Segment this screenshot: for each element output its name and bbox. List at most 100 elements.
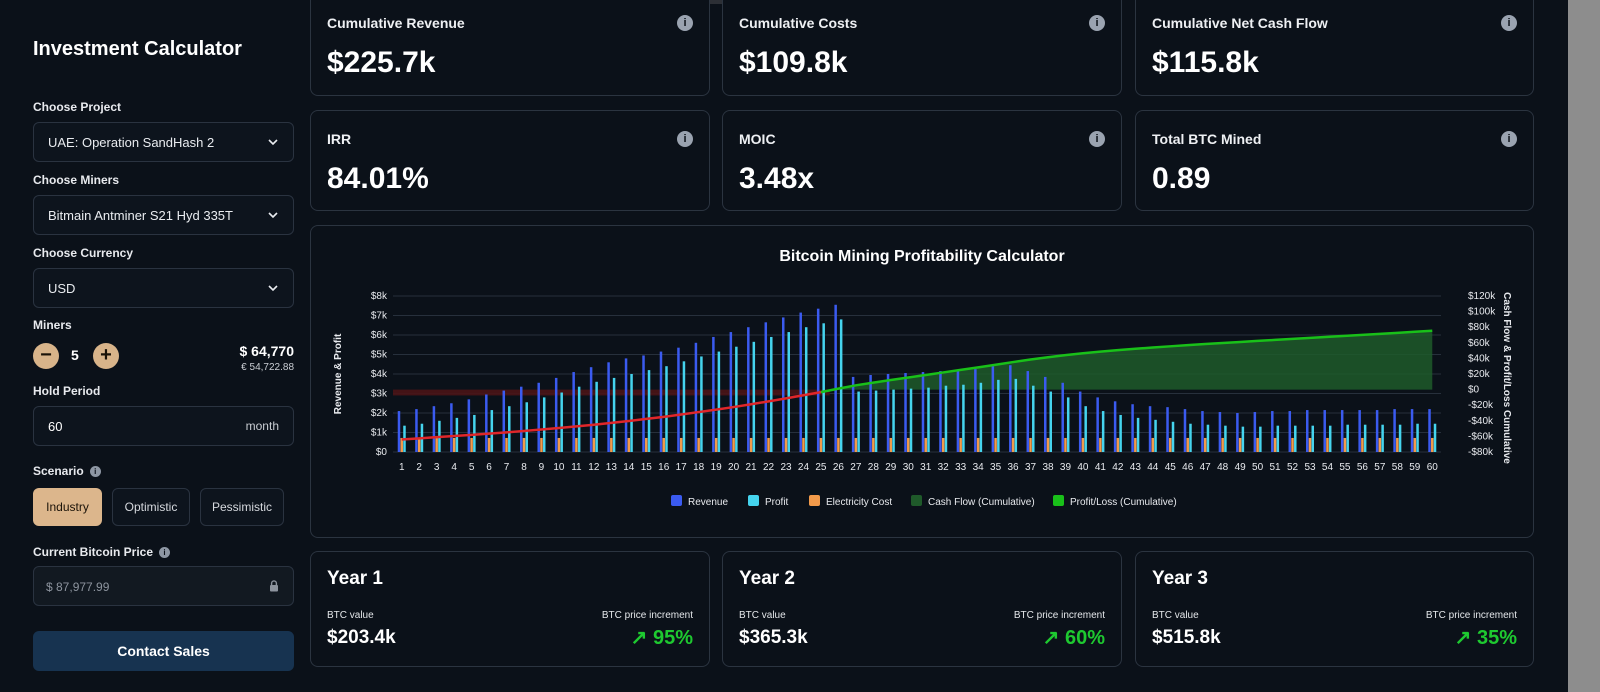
revenue-bar — [816, 308, 820, 452]
revenue-bar — [904, 373, 907, 452]
y2-tick-label: $20k — [1468, 369, 1491, 380]
profit-bar — [595, 381, 598, 452]
revenue-bar — [659, 351, 663, 452]
info-icon[interactable]: i — [89, 466, 101, 477]
metric-label: Cumulative Net Cash Flow — [1152, 15, 1328, 31]
electricity-bar — [732, 437, 735, 452]
revenue-bar — [799, 312, 802, 452]
x-tick-label: 45 — [1165, 462, 1177, 473]
project-select[interactable]: UAE: Operation SandHash 2 — [33, 122, 294, 162]
y2-tick-label: $40k — [1468, 353, 1491, 364]
increment-button[interactable]: + — [93, 343, 119, 369]
year-label: Year 1 — [327, 568, 383, 589]
currency-select[interactable]: USD — [33, 268, 294, 308]
x-tick-label: 12 — [588, 462, 600, 473]
revenue-bar — [886, 374, 890, 452]
btc-increment-percent: 95% — [652, 627, 693, 649]
decrement-button[interactable]: − — [33, 343, 59, 369]
info-icon[interactable]: i — [677, 131, 693, 147]
y-tick-label: $8k — [371, 291, 388, 302]
electricity-bar — [924, 437, 927, 452]
electricity-bar — [1134, 437, 1137, 452]
contact-sales-button[interactable]: Contact Sales — [33, 631, 294, 671]
revenue-bar — [694, 342, 698, 452]
revenue-bar — [450, 403, 453, 452]
electricity-bar — [417, 437, 421, 452]
info-icon[interactable]: i — [1501, 15, 1517, 31]
scenario-label-text: Scenario — [33, 464, 84, 478]
scenario-industry-button[interactable]: Industry — [33, 488, 102, 526]
y2-tick-label: -$40k — [1468, 416, 1494, 427]
miners-type-label: Choose Miners — [33, 173, 120, 187]
profit-bar — [1363, 424, 1367, 452]
electricity-bar — [889, 437, 893, 452]
profit-bar — [1398, 424, 1402, 452]
x-tick-label: 47 — [1200, 462, 1212, 473]
electricity-bar — [452, 437, 456, 452]
revenue-bar — [1323, 410, 1326, 452]
profit-bar — [1171, 421, 1175, 452]
x-tick-label: 33 — [955, 462, 967, 473]
electricity-bar — [645, 437, 648, 452]
info-icon[interactable]: i — [677, 15, 693, 31]
profit-bar — [1014, 378, 1018, 452]
revenue-bar — [415, 409, 418, 452]
electricity-bar — [470, 437, 473, 452]
electricity-bar — [1046, 437, 1050, 452]
revenue-bar — [1340, 410, 1344, 452]
scenario-optimistic-button[interactable]: Optimistic — [112, 488, 190, 526]
cashflow-negative-area — [393, 389, 830, 396]
profit-bar — [560, 392, 563, 452]
electricity-bar — [627, 437, 631, 452]
x-tick-label: 34 — [973, 462, 985, 473]
x-tick-label: 10 — [553, 462, 565, 473]
sidebar: Investment Calculator Choose Project UAE… — [0, 0, 310, 692]
revenue-bar — [1288, 411, 1292, 452]
revenue-bar — [939, 371, 942, 452]
x-tick-label: 25 — [815, 462, 827, 473]
profit-bar — [1154, 419, 1157, 452]
miner-select[interactable]: Bitmain Antminer S21 Hyd 335T — [33, 195, 294, 235]
arrow-up-right-icon: ↗ — [630, 627, 648, 649]
y2-tick-label: $80k — [1468, 322, 1491, 333]
x-tick-label: 51 — [1270, 462, 1282, 473]
electricity-bar — [1186, 437, 1189, 452]
x-tick-label: 60 — [1427, 462, 1439, 473]
scenario-pessimistic-button[interactable]: Pessimistic — [200, 488, 284, 526]
electricity-bar — [976, 437, 980, 452]
x-tick-label: 31 — [920, 462, 932, 473]
profit-bar — [997, 379, 1000, 452]
profit-bar — [490, 410, 494, 452]
revenue-bar — [642, 355, 645, 452]
revenue-bar — [1306, 410, 1309, 452]
electricity-bar — [400, 437, 403, 452]
revenue-bar — [1096, 397, 1099, 452]
electricity-bar — [575, 437, 578, 452]
hold-period-input[interactable]: 60 month — [33, 406, 294, 446]
revenue-bar — [1358, 410, 1361, 452]
electricity-bar — [1308, 437, 1312, 452]
electricity-bar — [1396, 437, 1399, 452]
revenue-bar — [607, 362, 610, 452]
x-tick-label: 38 — [1042, 462, 1054, 473]
info-icon[interactable]: i — [1089, 131, 1105, 147]
revenue-bar — [1201, 411, 1204, 452]
info-icon[interactable]: i — [159, 547, 171, 558]
info-icon[interactable]: i — [1089, 15, 1105, 31]
legend-swatch — [748, 495, 759, 506]
metric-value: $225.7k — [327, 46, 436, 79]
legend-swatch — [671, 495, 682, 506]
profitability-chart: $0 $1k $2k $3k $4k $5k $6k $7k $8k -$80k -$60k -$40… — [333, 291, 1512, 508]
x-tick-label: 43 — [1130, 462, 1142, 473]
profit-bar — [700, 356, 703, 452]
window-gutter — [1568, 0, 1600, 692]
year-label: Year 2 — [739, 568, 795, 589]
revenue-bar — [921, 372, 925, 452]
metric-card-cumulative-costs: Cumulative Costs i $109.8k — [722, 0, 1122, 96]
profit-bar — [944, 385, 948, 452]
electricity-bar — [662, 437, 665, 452]
electricity-bar — [1291, 437, 1294, 452]
legend-swatch — [911, 495, 922, 506]
info-icon[interactable]: i — [1501, 131, 1517, 147]
electricity-bar — [1151, 437, 1155, 452]
